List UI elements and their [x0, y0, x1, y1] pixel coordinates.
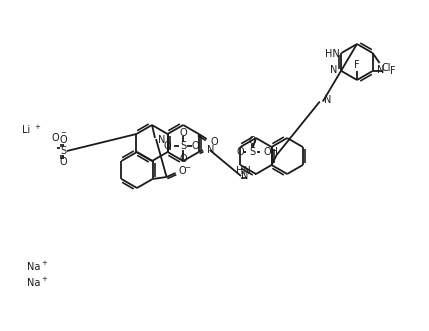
- Text: +: +: [34, 124, 40, 130]
- Text: O: O: [59, 135, 67, 145]
- Text: S: S: [60, 146, 66, 156]
- Text: N: N: [377, 65, 384, 75]
- Text: O: O: [248, 136, 256, 146]
- Text: N: N: [158, 135, 165, 145]
- Text: Cl: Cl: [381, 63, 391, 73]
- Text: S: S: [249, 147, 255, 157]
- Text: N: N: [324, 94, 331, 105]
- Text: Na: Na: [27, 278, 40, 288]
- Text: F: F: [354, 60, 360, 70]
- Text: +: +: [41, 276, 47, 282]
- Text: OH: OH: [263, 147, 278, 157]
- Text: +: +: [41, 260, 47, 266]
- Text: N: N: [207, 145, 214, 155]
- Text: N: N: [241, 171, 248, 181]
- Text: −: −: [60, 130, 66, 136]
- Text: O: O: [236, 147, 244, 157]
- Text: O: O: [51, 133, 59, 143]
- Text: O: O: [163, 141, 171, 151]
- Text: Li: Li: [22, 125, 30, 135]
- Text: Na: Na: [27, 262, 40, 272]
- Text: O: O: [191, 141, 199, 151]
- Text: O: O: [178, 166, 186, 176]
- Text: O: O: [211, 137, 218, 147]
- Text: F: F: [390, 66, 395, 76]
- Text: O: O: [179, 154, 187, 164]
- Text: O: O: [59, 157, 67, 167]
- Text: HN: HN: [236, 166, 251, 176]
- Text: N: N: [330, 65, 338, 75]
- Text: S: S: [180, 141, 186, 151]
- Text: O: O: [179, 128, 187, 138]
- Text: HN: HN: [325, 49, 339, 59]
- Text: −: −: [184, 165, 190, 171]
